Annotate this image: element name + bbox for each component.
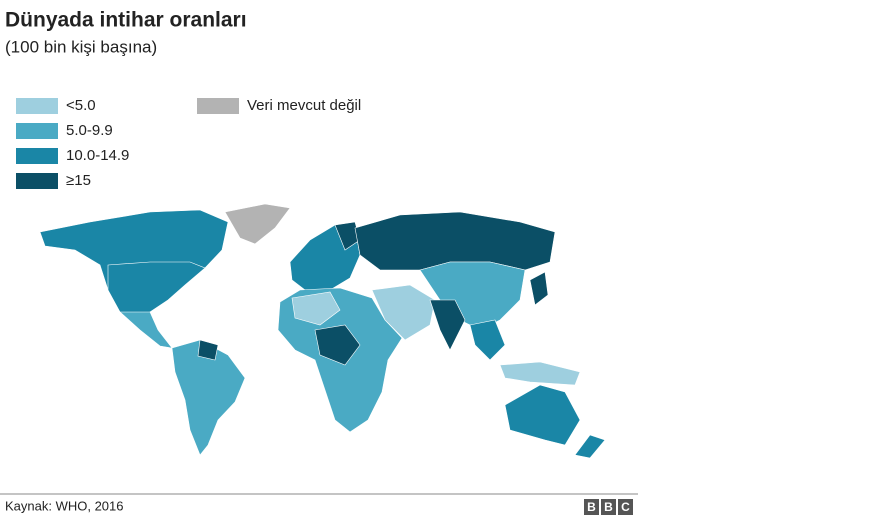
legend: <5.0 5.0-9.9 10.0-14.9 ≥15 Veri mevcut değil	[16, 97, 361, 189]
middle-east	[371, 284, 436, 341]
greenland	[224, 203, 291, 245]
legend-label: ≥15	[66, 172, 91, 189]
source: Kaynak: WHO, 2016	[5, 498, 124, 513]
legend-label: 10.0-14.9	[66, 147, 129, 164]
logo-letter: B	[604, 500, 613, 514]
legend-label: Veri mevcut değil	[247, 97, 361, 114]
guyana	[197, 339, 219, 361]
mexico	[119, 311, 173, 349]
title: Dünyada intihar oranları	[5, 9, 247, 32]
legend-label: <5.0	[66, 97, 96, 114]
logo-box	[584, 499, 599, 515]
legend-swatch	[16, 123, 58, 139]
russia	[354, 211, 556, 271]
legend-swatch	[197, 98, 239, 114]
map	[39, 203, 606, 459]
logo-box	[618, 499, 633, 515]
legend-label: 5.0-9.9	[66, 122, 113, 139]
south-america	[171, 339, 246, 456]
australia	[504, 384, 581, 446]
legend-swatch	[16, 173, 58, 189]
logo-letter: B	[587, 500, 596, 514]
usa	[107, 261, 206, 326]
india	[429, 299, 466, 351]
north-africa	[291, 291, 341, 326]
legend-swatch	[16, 98, 58, 114]
subtitle: (100 bin kişi başına)	[5, 37, 157, 56]
indonesia	[499, 361, 581, 386]
legend-swatch	[16, 148, 58, 164]
new-zealand	[574, 434, 606, 459]
japan	[529, 271, 549, 306]
logo-box	[601, 499, 616, 515]
southeast-asia	[469, 319, 506, 361]
central-africa	[314, 324, 361, 366]
china	[419, 261, 526, 331]
logo-letter: C	[621, 500, 630, 514]
